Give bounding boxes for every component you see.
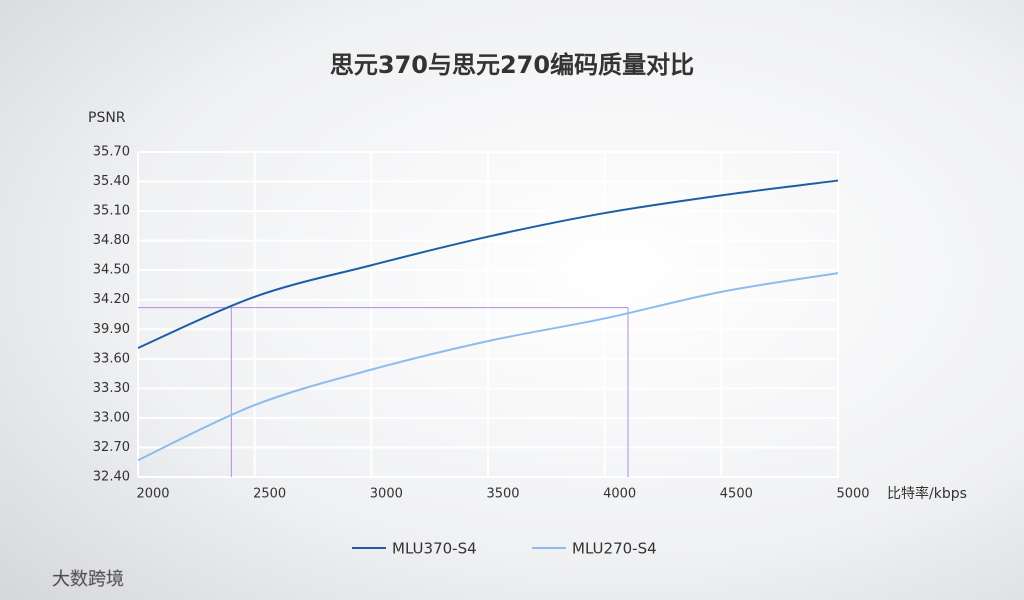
x-tick-label: 4500: [720, 487, 753, 502]
x-tick-label: 2000: [136, 487, 169, 502]
chart-title: 思元370与思元270编码质量对比: [330, 51, 694, 79]
legend-label: MLU370-S4: [392, 540, 477, 558]
y-axis-label: PSNR: [88, 110, 126, 126]
y-tick-label: 35.70: [93, 145, 130, 160]
x-tick-label: 5000: [836, 487, 869, 502]
y-tick-label: 32.40: [93, 470, 130, 485]
x-tick-label: 3500: [486, 487, 519, 502]
y-tick-label: 33.60: [93, 351, 130, 366]
legend-label: MLU270-S4: [572, 540, 657, 558]
y-tick-label: 35.40: [93, 174, 130, 189]
x-tick-label: 2500: [253, 487, 286, 502]
y-tick-label: 32.70: [93, 440, 130, 455]
x-tick-label: 4000: [603, 487, 636, 502]
series-line: [137, 179, 839, 349]
y-tick-label: 33.30: [93, 381, 130, 396]
y-tick-label: 34.80: [93, 233, 130, 248]
y-tick-label: 35.10: [93, 204, 130, 219]
y-tick-label: 34.50: [93, 263, 130, 278]
y-tick-label: 39.90: [93, 322, 130, 337]
x-tick-label: 3000: [370, 487, 403, 502]
watermark: 大数跨境: [52, 569, 124, 590]
y-tick-label: 34.20: [93, 292, 130, 307]
y-tick-label: 33.00: [93, 410, 130, 425]
series-line: [137, 272, 839, 462]
x-axis-label: 比特率/kbps: [887, 485, 967, 502]
